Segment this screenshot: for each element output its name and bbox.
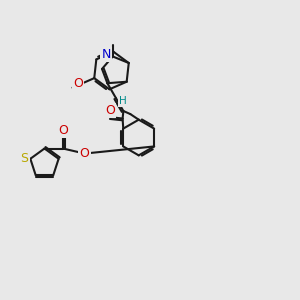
Text: H: H [118,95,126,106]
Text: O: O [105,104,115,117]
Text: N: N [101,48,111,61]
Text: S: S [20,152,28,165]
Text: O: O [80,147,89,160]
Text: O: O [58,124,68,136]
Text: O: O [73,77,83,90]
